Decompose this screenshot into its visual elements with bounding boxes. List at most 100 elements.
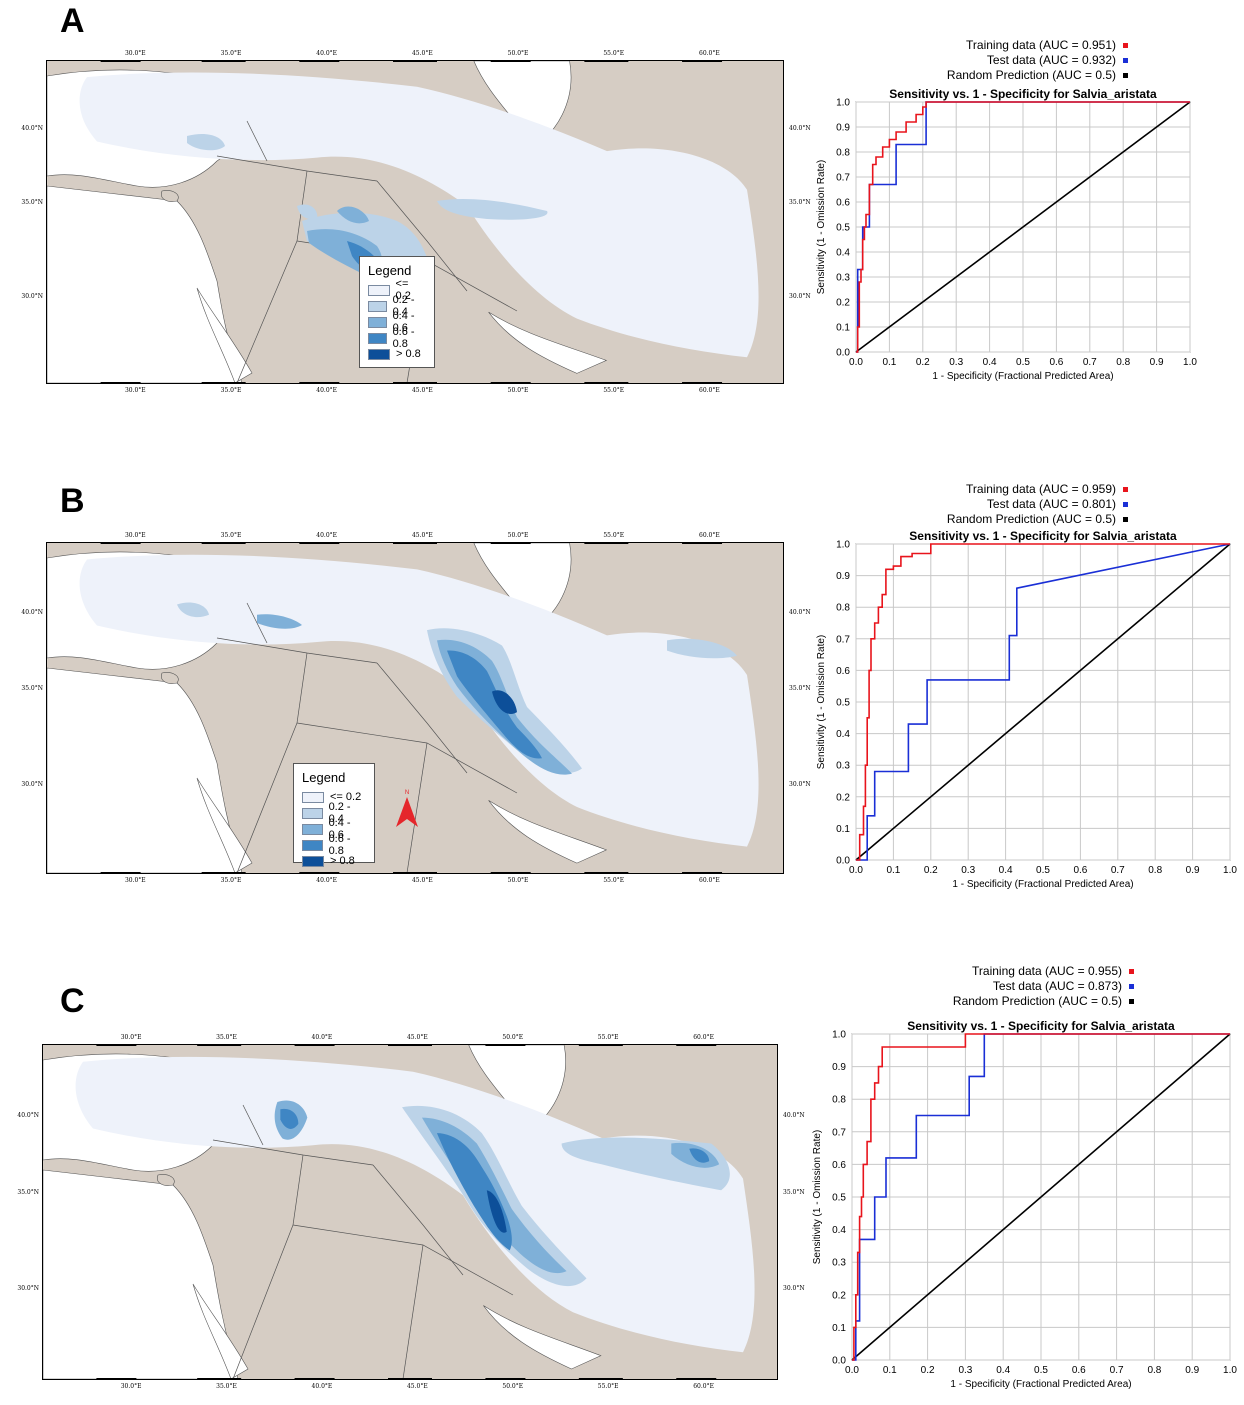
y-tick-label: 0.0 <box>836 856 850 867</box>
scale-bar-bottom <box>682 382 723 383</box>
x-axis-label: 1 - Specificity (Fractional Predicted Ar… <box>950 1379 1131 1390</box>
series-line-test <box>856 543 1231 861</box>
lon-tick-label-top: 50.0°E <box>507 50 529 57</box>
lon-tick-label-bottom: 50.0°E <box>502 1383 524 1390</box>
lon-tick-label-top: 35.0°E <box>216 1034 237 1041</box>
x-tick-label: 0.4 <box>996 1365 1010 1376</box>
suitability-zone <box>492 690 517 714</box>
border-line <box>372 1164 464 1276</box>
scale-bar-top <box>485 1045 526 1046</box>
legend-row: 0.2 - 0.4 <box>302 801 366 825</box>
y-tick-label: 0.2 <box>836 298 850 309</box>
lon-tick-label-top: 40.0°E <box>311 1034 333 1041</box>
legend-label: 0.4 - 0.6 <box>328 817 351 841</box>
persian-gulf <box>488 311 608 374</box>
legend-row: 0.4 - 0.6 <box>302 817 366 841</box>
suitability-zone <box>337 206 369 224</box>
scale-bar-top <box>584 61 629 62</box>
lat-tick-label-right: 30.0°N <box>789 780 811 788</box>
roc-legend-swatch <box>1123 502 1128 507</box>
legend-label: <= 0.2 <box>330 791 362 803</box>
suitability-zones <box>274 1100 730 1287</box>
x-tick-label: 0.0 <box>845 1365 859 1376</box>
border-line <box>402 1244 424 1379</box>
lat-tick-label-left: 35.0°N <box>17 1188 39 1196</box>
map-legend: Legend <= 0.2 0.2 - 0.4 0.4 - 0.6 0.6 - 0.8 >… <box>293 763 375 867</box>
legend-swatch <box>368 284 390 296</box>
legend-label: 0.6 - 0.8 <box>328 833 351 857</box>
legend-label: 0.4 - 0.6 <box>392 310 415 334</box>
scale-bar-top <box>294 1045 335 1046</box>
roc-legend-entry: Test data (AUC = 0.873) <box>953 979 1134 994</box>
x-tick-label: 1.0 <box>1223 1365 1237 1376</box>
persian-gulf <box>488 800 608 864</box>
legend-row: 0.2 - 0.4 <box>368 294 426 318</box>
y-tick-label: 0.8 <box>836 603 850 614</box>
legend-row: 0.4 - 0.6 <box>368 310 426 334</box>
lon-tick-label-top: 60.0°E <box>699 532 720 539</box>
roc-legend-label: Random Prediction (AUC = 0.5) <box>952 994 1122 1008</box>
scale-bar-bottom <box>299 872 340 873</box>
lat-tick-label-left: 35.0°N <box>21 684 43 692</box>
x-tick-label: 0.6 <box>1072 1365 1086 1376</box>
red-sea <box>196 777 253 873</box>
y-axis-label: Sensitivity (1 - Omission Rate) <box>812 1130 823 1264</box>
suitability-map-a: 30.0°E 30.0°E 35.0°E 35.0°E 40.0°E 40.0°E 45.0… <box>21 50 810 394</box>
lon-tick-label-top: 55.0°E <box>603 532 625 539</box>
north-arrow-shape <box>396 797 418 827</box>
lon-tick-label-top: 40.0°E <box>316 532 338 539</box>
scale-bar-bottom <box>201 382 246 383</box>
roc-legend-swatch <box>1123 73 1128 78</box>
border-line <box>376 180 468 292</box>
cyprus-island <box>161 672 179 684</box>
x-tick-label: 0.9 <box>1185 1365 1199 1376</box>
y-tick-label: 0.5 <box>836 698 850 709</box>
y-tick-label: 1.0 <box>832 1030 846 1041</box>
scale-bar-bottom <box>676 1378 717 1379</box>
lon-tick-label-bottom: 35.0°E <box>216 1383 237 1390</box>
scale-bar-top <box>584 543 629 544</box>
red-sea <box>192 1283 249 1379</box>
scale-bar-top <box>96 1045 137 1046</box>
lon-tick-label-bottom: 30.0°E <box>124 387 146 394</box>
suitability-zones <box>177 602 737 775</box>
roc-title: Sensitivity vs. 1 - Specificity for Salv… <box>909 529 1177 543</box>
series-line-random <box>855 543 1231 861</box>
legend-row: > 0.8 <box>302 853 366 869</box>
suitability-zone <box>177 602 209 618</box>
lat-tick-label-left: 40.0°N <box>17 1111 39 1119</box>
lon-tick-label-bottom: 45.0°E <box>411 387 433 394</box>
x-tick-label: 0.8 <box>1116 357 1130 368</box>
cyprus-island <box>157 1174 175 1186</box>
legend-row: > 0.8 <box>368 346 426 362</box>
series-line-training <box>856 543 1230 861</box>
border-line <box>376 662 468 774</box>
lon-tick-label-bottom: 55.0°E <box>603 387 625 394</box>
border-line <box>246 120 268 162</box>
lon-tick-label-top: 50.0°E <box>507 532 529 539</box>
y-tick-label: 0.6 <box>832 1160 846 1171</box>
x-tick-label: 0.0 <box>849 865 863 876</box>
legend-label: > 0.8 <box>396 348 421 360</box>
lon-tick-label-bottom: 45.0°E <box>411 877 433 884</box>
x-axis-label: 1 - Specificity (Fractional Predicted Ar… <box>952 879 1133 890</box>
legend-title: Legend <box>302 770 346 785</box>
roc-legend-label: Test data (AUC = 0.801) <box>986 497 1116 511</box>
y-tick-label: 0.3 <box>836 273 850 284</box>
x-tick-label: 0.7 <box>1083 357 1097 368</box>
y-tick-label: 0.5 <box>836 223 850 234</box>
y-tick-label: 0.7 <box>832 1127 846 1138</box>
scale-bar-bottom <box>490 382 531 383</box>
scale-bar-bottom <box>393 872 437 873</box>
scale-bar-bottom <box>96 1378 137 1379</box>
study-area <box>79 554 759 847</box>
x-tick-label: 0.0 <box>849 357 863 368</box>
roc-legend-swatch <box>1123 43 1128 48</box>
roc-legend-label: Random Prediction (AUC = 0.5) <box>946 512 1116 526</box>
roc-legend-label: Training data (AUC = 0.951) <box>966 38 1116 52</box>
x-tick-label: 0.8 <box>1147 1365 1161 1376</box>
scale-bar-top <box>299 543 340 544</box>
lat-tick-label-left: 30.0°N <box>21 780 43 788</box>
roc-legend-entry: Training data (AUC = 0.959) <box>947 482 1128 497</box>
y-tick-label: 0.2 <box>832 1290 846 1301</box>
